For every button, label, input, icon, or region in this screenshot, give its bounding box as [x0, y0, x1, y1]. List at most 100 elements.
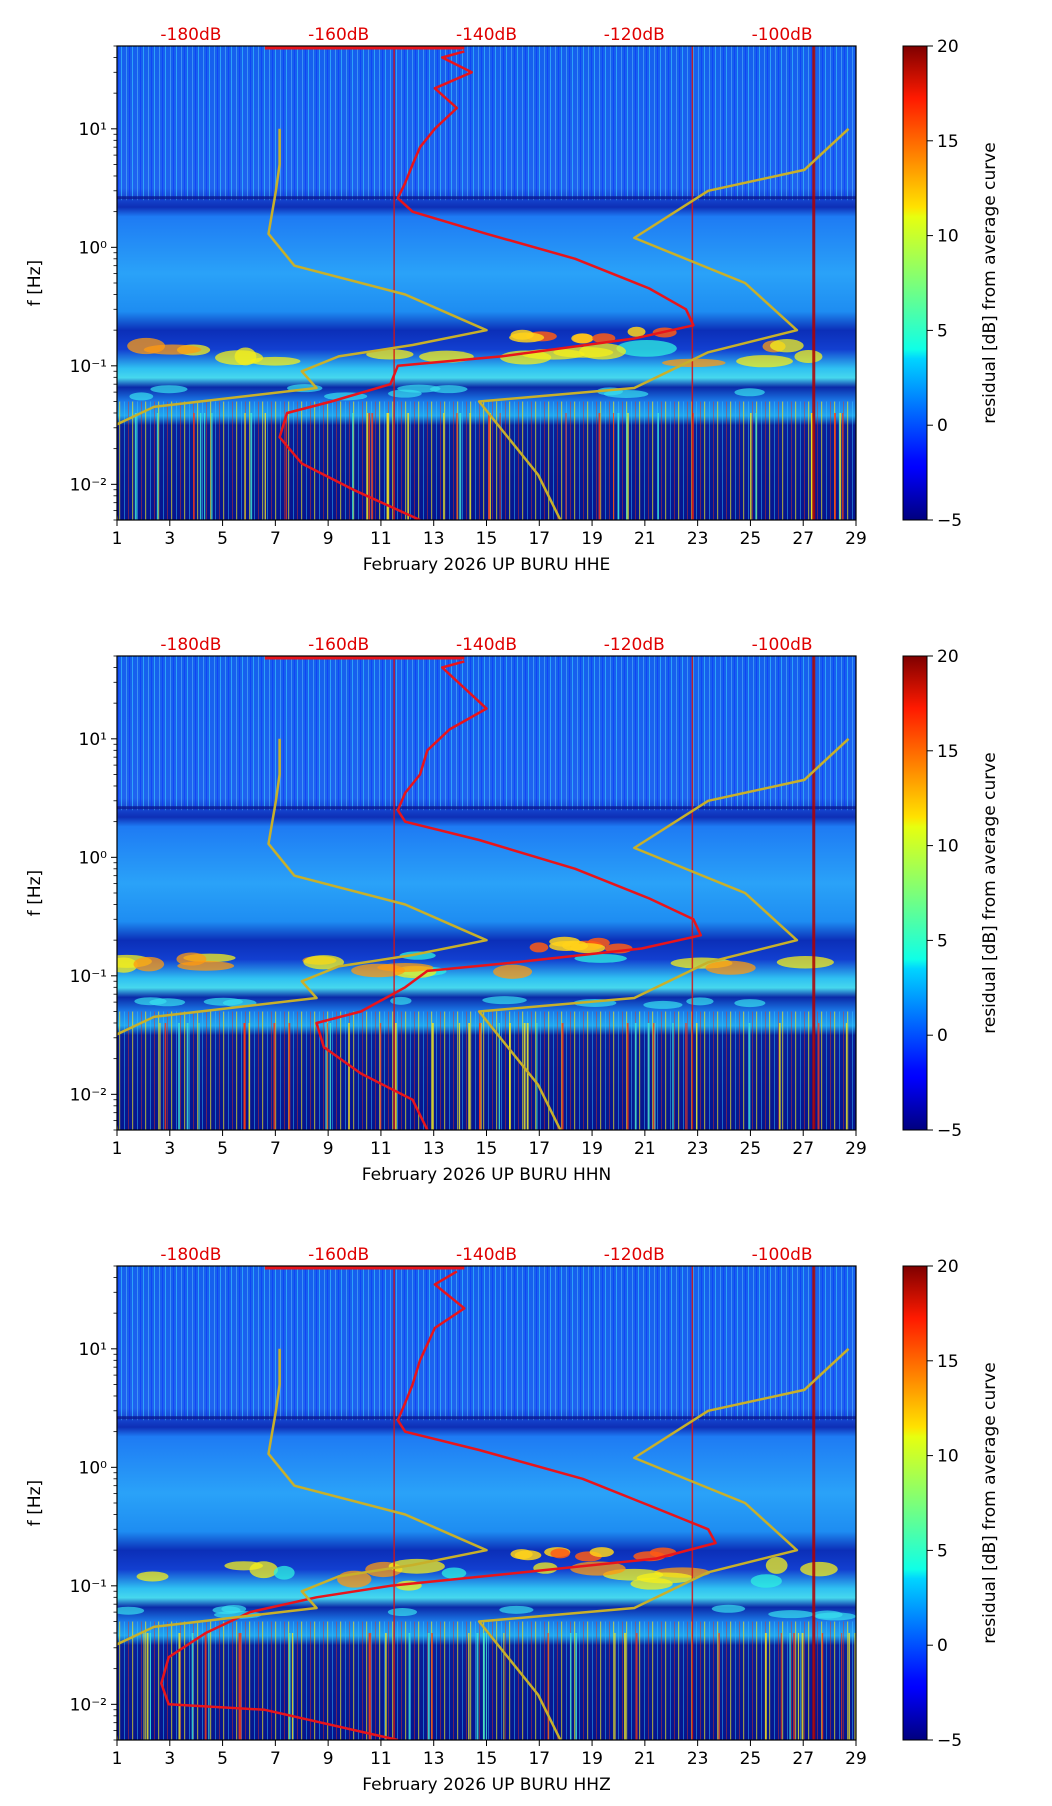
microseism-blob — [750, 1574, 782, 1588]
storm-blob — [510, 329, 534, 340]
storm-blob — [627, 326, 646, 337]
x-tick-label: 29 — [845, 529, 867, 549]
secondary-blob — [129, 392, 154, 401]
x-tick-label: 3 — [164, 1139, 175, 1159]
x-tick-label: 19 — [581, 1749, 603, 1769]
colorbar-tick-label: 10 — [937, 227, 959, 247]
y-tick-label: 10⁻¹ — [70, 357, 107, 377]
x-tick-label: 13 — [423, 529, 445, 549]
x-tick-label: 1 — [112, 529, 123, 549]
nhnm-curve — [477, 127, 850, 520]
x-tick-label: 11 — [370, 529, 392, 549]
y-tick-label: 10⁰ — [79, 238, 108, 258]
x-tick-label: 27 — [792, 1749, 814, 1769]
x-tick-label: 19 — [581, 1139, 603, 1159]
top-db-tick-label: -140dB — [456, 635, 517, 655]
microseism-blob — [177, 960, 235, 971]
x-tick-label: 25 — [740, 529, 762, 549]
microseism-blob — [636, 1572, 694, 1584]
secondary-blob — [203, 997, 243, 1006]
top-db-tick-label: -180dB — [160, 635, 221, 655]
x-tick-label: 19 — [581, 529, 603, 549]
x-tick-label: 25 — [740, 1139, 762, 1159]
colorbar-tick-label: 0 — [937, 1636, 948, 1656]
storm-blob — [529, 942, 549, 953]
storm-blob — [549, 936, 580, 947]
top-db-tick-label: -120dB — [604, 1245, 665, 1265]
colorbar-tick-label: 20 — [937, 647, 959, 667]
x-tick-label: 11 — [370, 1749, 392, 1769]
x-tick-label: 29 — [845, 1139, 867, 1159]
low-frequency-streaks — [117, 1011, 856, 1130]
x-tick-label: 25 — [740, 1749, 762, 1769]
colorbar-tick-label: −5 — [937, 511, 962, 531]
y-tick-label: 10⁰ — [79, 1458, 108, 1478]
microseism-blob — [800, 1561, 838, 1577]
x-tick-label: 5 — [217, 1139, 228, 1159]
storm-blob — [589, 1547, 614, 1558]
secondary-blob — [387, 1608, 418, 1617]
colorbar-label: residual [dB] from average curve — [980, 752, 1000, 1033]
colorbar-tick-label: 0 — [937, 1026, 948, 1046]
x-axis-label: February 2026 UP BURU HHN — [362, 1165, 612, 1185]
storm-blob — [550, 1548, 570, 1559]
x-tick-label: 15 — [476, 1749, 498, 1769]
secondary-blob — [686, 997, 714, 1006]
secondary-blob — [429, 385, 468, 394]
microseism-blob — [273, 1565, 295, 1580]
secondary-blob — [390, 996, 412, 1005]
x-tick-label: 21 — [634, 529, 656, 549]
spectrogram-image — [117, 1266, 856, 1740]
x-tick-label: 29 — [845, 1749, 867, 1769]
median-psd-curve — [278, 50, 695, 520]
nlnm-curve — [117, 128, 488, 520]
x-tick-label: 13 — [423, 1139, 445, 1159]
microseism-blob — [215, 350, 264, 366]
storm-blob — [514, 1550, 542, 1561]
x-tick-label: 7 — [270, 529, 281, 549]
x-tick-label: 5 — [217, 529, 228, 549]
x-tick-label: 9 — [323, 1139, 334, 1159]
y-tick-label: 10⁻¹ — [70, 1577, 107, 1597]
y-axis-label: f [Hz] — [25, 870, 45, 916]
colorbar-tick-label: 10 — [937, 1447, 959, 1467]
microseism-blob — [765, 1556, 788, 1574]
colorbar-tick-label: −5 — [937, 1121, 962, 1141]
x-tick-label: 15 — [476, 1139, 498, 1159]
colorbar — [902, 655, 928, 1131]
high-frequency-streaks — [117, 46, 856, 201]
secondary-blob — [150, 385, 188, 394]
x-tick-label: 1 — [112, 1749, 123, 1769]
microseism-blob — [736, 355, 793, 368]
x-tick-label: 15 — [476, 529, 498, 549]
secondary-blob — [221, 1604, 247, 1613]
microseism-blob — [133, 956, 165, 972]
colorbar-tick-label: 10 — [937, 837, 959, 857]
x-tick-label: 11 — [370, 1139, 392, 1159]
microseism-blob — [776, 956, 834, 969]
x-tick-label: 7 — [270, 1139, 281, 1159]
microseism-blob — [662, 358, 726, 368]
secondary-blob — [134, 997, 167, 1006]
x-axis-label: February 2026 UP BURU HHE — [363, 555, 611, 575]
top-db-tick-label: -100dB — [752, 25, 813, 45]
microseism-blob — [794, 350, 823, 364]
secondary-blob — [643, 1000, 683, 1009]
top-db-tick-label: -180dB — [160, 1245, 221, 1265]
median-psd-curve — [160, 1270, 717, 1740]
secondary-blob — [482, 996, 527, 1005]
low-frequency-streaks — [117, 401, 856, 520]
x-tick-label: 21 — [634, 1139, 656, 1159]
band-gap-line — [117, 806, 856, 810]
microseism-blob — [351, 963, 406, 978]
spectrogram-image — [117, 46, 856, 520]
x-tick-label: 23 — [687, 529, 709, 549]
band-gap-line — [117, 196, 856, 200]
secondary-blob — [397, 384, 441, 393]
y-tick-label: 10⁻² — [70, 1695, 107, 1715]
x-tick-label: 23 — [687, 1749, 709, 1769]
secondary-blob — [734, 388, 765, 397]
secondary-blob — [768, 1610, 814, 1619]
